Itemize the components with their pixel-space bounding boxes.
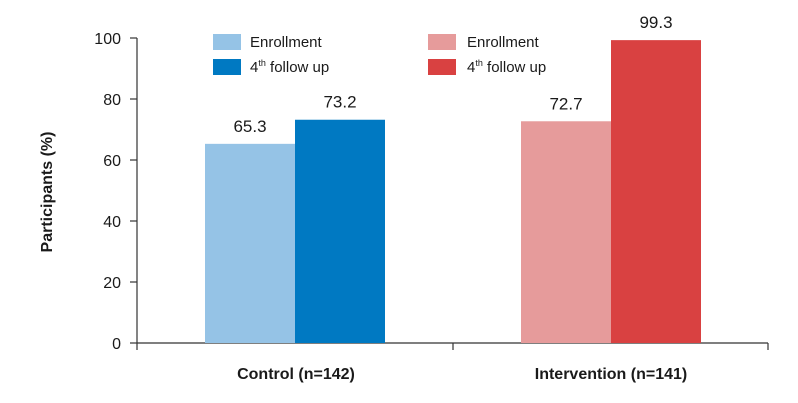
bar-intervention-followup	[611, 40, 701, 343]
legend-swatch-intervention-enrollment	[428, 34, 456, 50]
legend-swatch-control-followup	[213, 59, 241, 75]
legend-label-control-enrollment: Enrollment	[250, 34, 323, 51]
y-tick-label: 0	[112, 336, 121, 353]
legend-swatch-intervention-followup	[428, 59, 456, 75]
category-label-control: Control (n=142)	[237, 366, 355, 383]
legend-label-intervention-followup: 4th follow up	[467, 58, 546, 76]
category-label-intervention: Intervention (n=141)	[535, 366, 687, 383]
legend-intervention: Enrollment 4th follow up	[428, 34, 546, 76]
y-tick-label: 80	[103, 92, 121, 109]
bar-control-followup-value-label: 73.2	[323, 93, 356, 112]
legend-control: Enrollment 4th follow up	[213, 34, 329, 76]
legend-label-control-followup: 4th follow up	[250, 58, 329, 76]
legend-label-intervention-enrollment: Enrollment	[467, 34, 540, 51]
bar-intervention-enrollment	[521, 121, 611, 343]
bar-intervention-followup-value-label: 99.3	[639, 13, 672, 32]
bar-intervention-enrollment-value-label: 72.7	[549, 94, 582, 113]
bar-control-followup	[295, 119, 385, 344]
y-axis-label: Participants (%)	[39, 132, 56, 253]
y-tick-label: 20	[103, 275, 121, 292]
y-tick-label: 100	[94, 31, 121, 48]
bar-control-enrollment	[205, 143, 295, 343]
legend-swatch-control-enrollment	[213, 34, 241, 50]
y-tick-label: 60	[103, 153, 121, 170]
bar-control-enrollment-value-label: 65.3	[233, 117, 266, 136]
y-tick-label: 40	[103, 214, 121, 231]
